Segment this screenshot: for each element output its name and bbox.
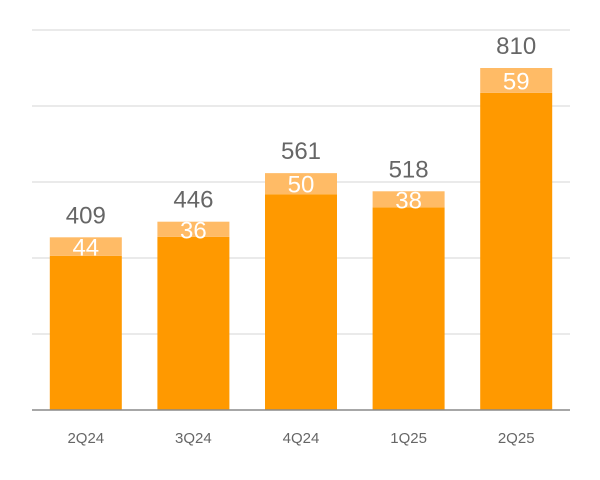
total-label: 561: [281, 138, 321, 165]
bar-segment: [372, 191, 445, 208]
total-label: 409: [66, 202, 106, 229]
bar-segment: [49, 237, 122, 256]
bar-segment: [480, 92, 553, 411]
segment-label: 50: [288, 172, 315, 199]
bar-segment: [372, 207, 445, 410]
x-tick-label: 4Q24: [283, 430, 320, 447]
total-label: 518: [389, 156, 429, 183]
bar-segment: [480, 68, 553, 93]
segment-label: 38: [395, 187, 422, 214]
total-label: 810: [496, 33, 536, 60]
segment-label: 44: [72, 235, 99, 262]
segment-label: 36: [180, 217, 207, 244]
x-tick-label: 1Q25: [390, 430, 427, 447]
bar-segment: [265, 173, 337, 195]
segment-label: 59: [503, 68, 530, 95]
total-label: 446: [173, 187, 213, 214]
bar-segment: [49, 255, 122, 410]
x-tick-label: 3Q24: [175, 430, 212, 447]
x-tick-label: 2Q25: [498, 430, 535, 447]
x-tick-label: 2Q24: [67, 430, 104, 447]
bar-segment: [157, 236, 230, 410]
bar-segment: [265, 194, 337, 410]
bar-segment: [157, 221, 230, 237]
